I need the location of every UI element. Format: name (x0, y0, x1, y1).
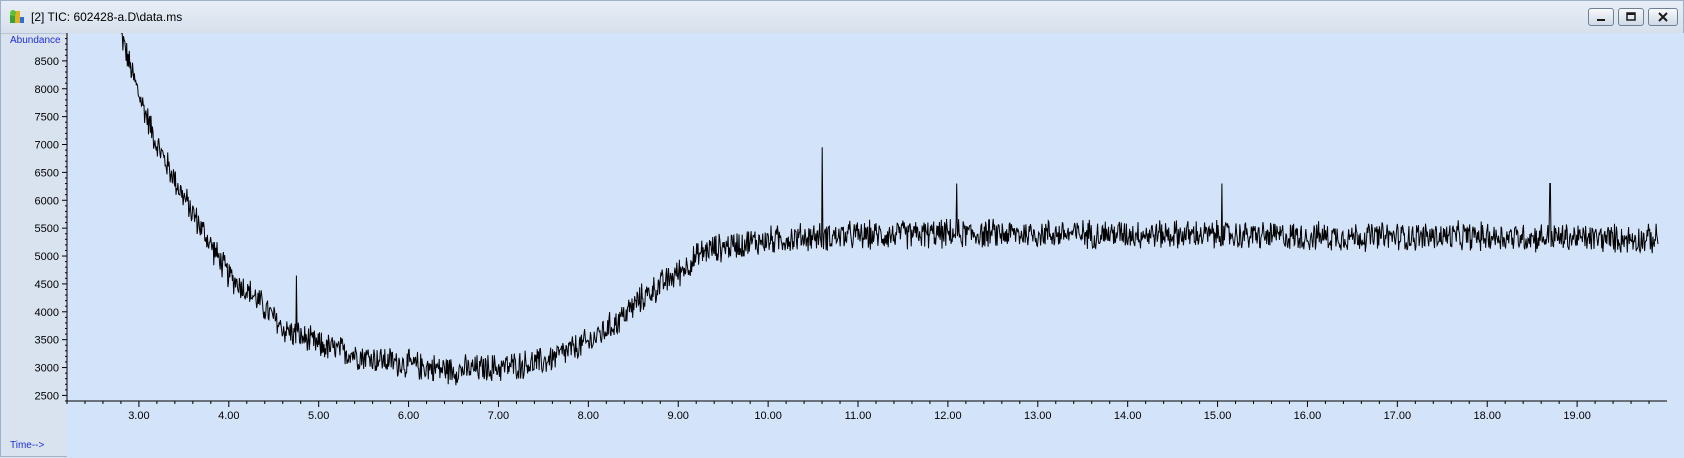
x-tick-label: 5.00 (308, 410, 329, 422)
x-tick-label: 13.00 (1024, 410, 1052, 422)
y-tick-label: 3000 (35, 363, 59, 375)
y-tick-label: 8500 (35, 56, 59, 68)
y-tick-label: 3500 (35, 335, 59, 347)
x-axis: 3.00 4.00 5.00 6.00 7.00 8.00 9.00 10.00 11.00 12… (66, 400, 1667, 422)
x-tick-label: 4.00 (218, 410, 239, 422)
y-tick-label: 7500 (35, 112, 59, 124)
chromatogram-app-icon[interactable] (9, 9, 25, 25)
minimize-icon (1597, 19, 1605, 21)
restore-icon (1626, 12, 1636, 21)
y-tick-label: 8000 (35, 84, 59, 96)
y-tick-label: 6000 (35, 195, 59, 207)
x-tick-label: 17.00 (1384, 410, 1412, 422)
y-tick-label: 5500 (35, 223, 59, 235)
x-tick-label: 11.00 (845, 410, 872, 422)
close-icon (1658, 12, 1668, 22)
window-title: [2] TIC: 602428-a.D\data.ms (31, 10, 183, 24)
chromatogram-chart[interactable]: 2500 3000 3500 4000 4500 5000 5500 6000 6500 7000… (1, 33, 1684, 458)
x-tick-label: 14.00 (1114, 410, 1142, 422)
x-tick-label: 3.00 (128, 410, 149, 422)
x-tick-label: 8.00 (578, 410, 599, 422)
y-tick-label: 6500 (35, 167, 59, 179)
x-tick-label: 9.00 (668, 410, 689, 422)
close-button[interactable] (1648, 8, 1678, 26)
y-tick-label: 7000 (35, 140, 59, 152)
y-tick-label: 5000 (35, 251, 59, 263)
y-axis-label: Abundance (10, 35, 61, 46)
x-tick-label: 19.00 (1563, 410, 1591, 422)
y-tick-label: 4000 (35, 307, 59, 319)
x-tick-label: 6.00 (398, 410, 419, 422)
x-tick-label: 10.00 (754, 410, 782, 422)
title-bar[interactable]: [2] TIC: 602428-a.D\data.ms (1, 1, 1683, 34)
y-axis: 2500 3000 3500 4000 4500 5000 5500 6000 6500 7000… (35, 33, 68, 402)
x-tick-label: 15.00 (1204, 410, 1232, 422)
minimize-button[interactable] (1588, 8, 1614, 26)
restore-button[interactable] (1618, 8, 1644, 26)
y-tick-label: 2500 (35, 390, 59, 402)
y-tick-label: 4500 (35, 279, 59, 291)
x-tick-label: 18.00 (1473, 410, 1501, 422)
x-tick-label: 7.00 (488, 410, 509, 422)
x-axis-label: Time--> (10, 440, 45, 451)
x-tick-label: 12.00 (934, 410, 962, 422)
tic-trace (120, 33, 1659, 386)
plot-background (67, 33, 1684, 458)
x-tick-label: 16.00 (1294, 410, 1322, 422)
